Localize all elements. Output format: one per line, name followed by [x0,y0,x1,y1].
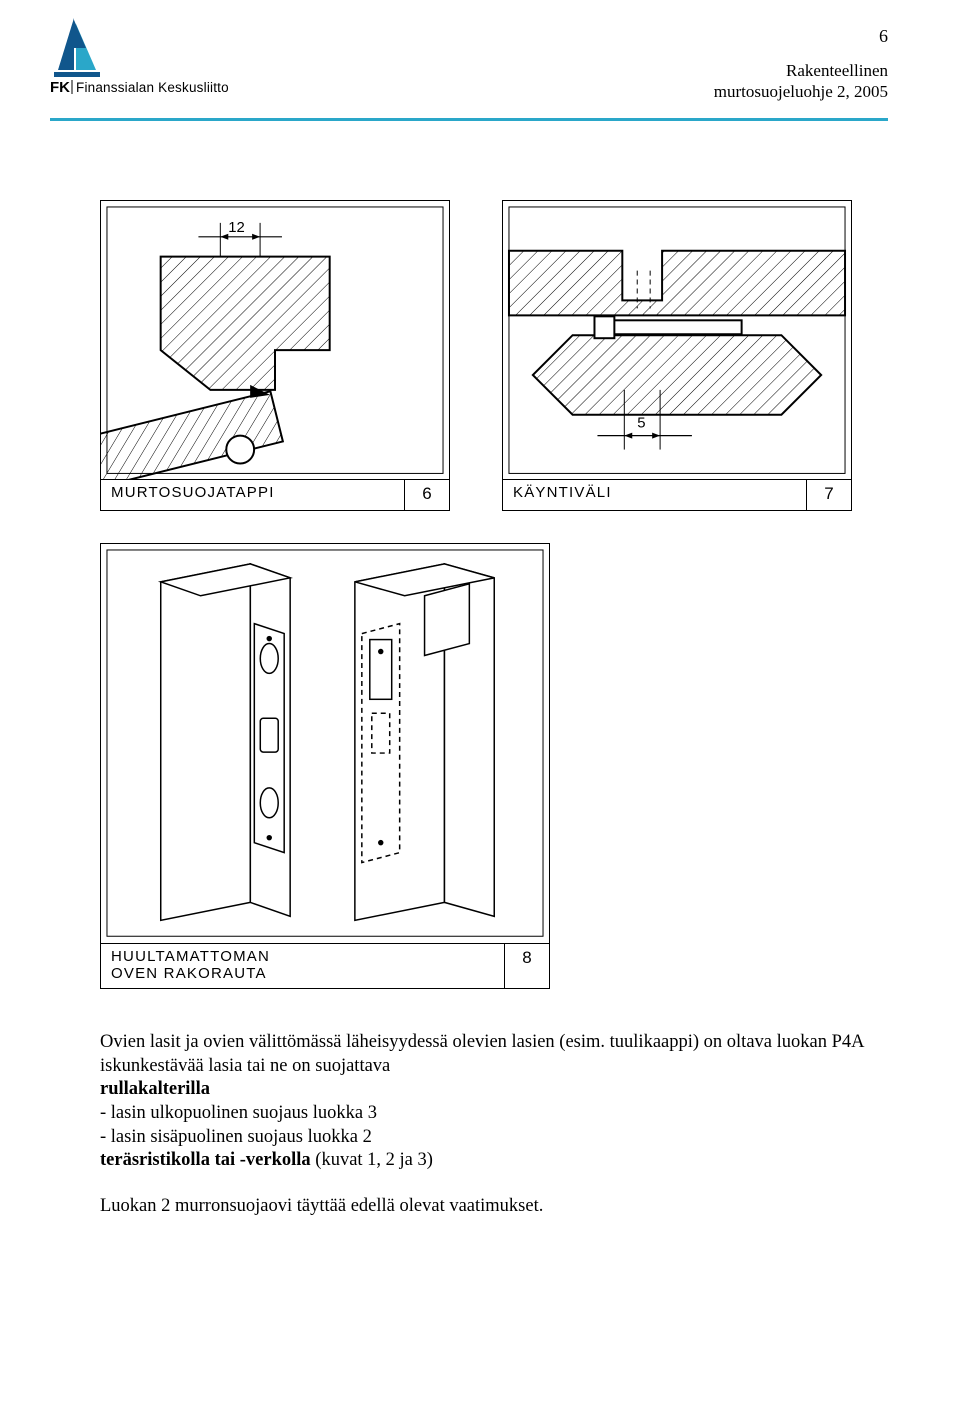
diagram-8-svg [101,544,549,942]
org-abbr: FK [50,79,70,96]
diagram-7-number: 7 [807,480,851,510]
body-p3: Luokan 2 murronsuojaovi täyttää edellä o… [100,1195,888,1219]
diagram-7-label: KÄYNTIVÄLI [503,480,807,510]
body-li2: - lasin sisäpuolinen suojaus luokka 2 [100,1126,888,1150]
body-p2-rest: (kuvat 1, 2 ja 3) [311,1150,433,1170]
page-content: 12 MURTOSUOJATAPPI 6 [0,130,960,1219]
diagram-8-label-line1: HUULTAMATTOMAN [111,948,270,965]
svg-text:FK: FK [50,79,70,96]
diagram-8-label: HUULTAMATTOMAN OVEN RAKORAUTA [101,944,505,989]
body-p1: Ovien lasit ja ovien välittömässä läheis… [100,1031,888,1078]
org-logo: FK Finanssialan Keskusliitto [50,18,270,96]
body-text: Ovien lasit ja ovien välittömässä läheis… [100,1031,888,1219]
diagram-8-label-line2: OVEN RAKORAUTA [111,965,267,982]
body-li1: - lasin ulkopuolinen suojaus luokka 3 [100,1102,888,1126]
diagram-8: HUULTAMATTOMAN OVEN RAKORAUTA 8 [100,543,550,989]
body-p1b-bold: rullakalterilla [100,1079,210,1099]
body-p2: teräsristikolla tai -verkolla (kuvat 1, … [100,1149,888,1173]
body-p2-bold: teräsristikolla tai -verkolla [100,1150,311,1170]
page-header: FK Finanssialan Keskusliitto 6 Rakenteel… [0,0,960,130]
doc-title-line1: Rakenteellinen [714,60,888,81]
document-title: Rakenteellinen murtosuojeluohje 2, 2005 [714,60,888,103]
diagram-6-label: MURTOSUOJATAPPI [101,480,405,510]
diagram-7-dim: 5 [637,416,645,432]
diagram-6-svg: 12 [101,201,449,479]
diagrams-row-top: 12 MURTOSUOJATAPPI 6 [100,200,888,511]
body-p1b: rullakalterilla [100,1078,888,1102]
body-p1a: Ovien lasit ja ovien välittömässä läheis… [100,1032,863,1076]
diagram-6-dim: 12 [228,220,245,236]
diagram-7: 5 KÄYNTIVÄLI 7 [502,200,852,511]
org-name: Finanssialan Keskusliitto [76,80,229,95]
doc-title-line2: murtosuojeluohje 2, 2005 [714,81,888,102]
diagram-6-caption: MURTOSUOJATAPPI 6 [101,479,449,510]
page-number: 6 [879,26,888,47]
diagram-6-number: 6 [405,480,449,510]
diagram-7-caption: KÄYNTIVÄLI 7 [503,479,851,510]
diagram-7-svg: 5 [503,201,851,479]
svg-text:Finanssialan Keskusliitto: Finanssialan Keskusliitto [76,80,229,95]
diagram-8-number: 8 [505,944,549,989]
header-rule [50,118,888,121]
logo-icon: FK Finanssialan Keskusliitto [50,18,270,96]
diagram-6: 12 MURTOSUOJATAPPI 6 [100,200,450,511]
diagram-8-caption: HUULTAMATTOMAN OVEN RAKORAUTA 8 [101,943,549,989]
